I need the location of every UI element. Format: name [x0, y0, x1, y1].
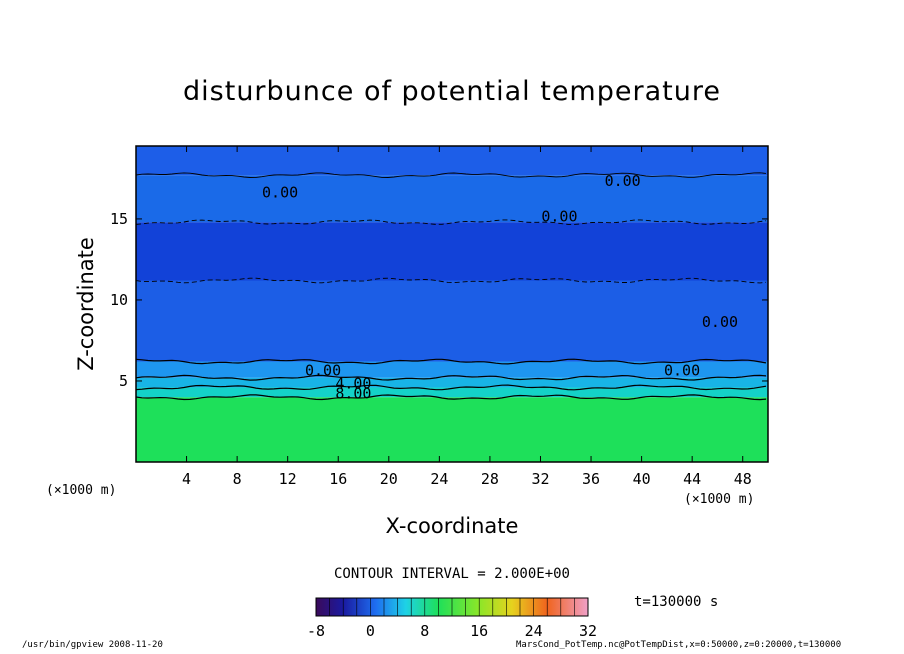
colorbar-tick-label: 24	[525, 622, 543, 640]
heatmap-layer	[136, 222, 768, 281]
x-unit-label-right: (×1000 m)	[684, 492, 755, 507]
contour-labels: 0.000.000.000.000.00 0.004.008.00	[262, 172, 738, 402]
footer-left-text: /usr/bin/gpview 2008-11-20	[22, 640, 163, 650]
x-tick-label: 32	[531, 470, 549, 488]
heatmap-layer	[136, 397, 768, 462]
contour-lines	[135, 172, 767, 401]
colorbar-tick-label: -8	[307, 622, 325, 640]
colorbar: -8 0 8 16 24 32	[307, 597, 597, 640]
x-tick-label: 16	[329, 470, 347, 488]
contour-label: 8.00	[335, 384, 371, 402]
contour-line	[135, 374, 767, 381]
y-tick-label: 10	[110, 291, 128, 309]
time-label: t=130000 s	[634, 594, 719, 610]
heatmap-layer	[136, 361, 768, 378]
contour-label: 0.00	[541, 208, 577, 226]
colorbar-tick-label: 8	[420, 622, 429, 640]
x-tick-label: 24	[430, 470, 448, 488]
x-unit-label-left: (×1000 m)	[46, 483, 117, 498]
colorbar-tick-label: 0	[366, 622, 375, 640]
x-tick-label: 48	[734, 470, 752, 488]
contour-label: 0.00	[664, 362, 700, 380]
contour-line	[135, 172, 767, 178]
plot-frame	[135, 145, 769, 463]
y-tick-label: 5	[119, 372, 128, 390]
heatmap-layer	[136, 387, 768, 398]
x-tick-label: 28	[481, 470, 499, 488]
x-axis-label: X-coordinate	[385, 514, 519, 538]
y-tick-label: 15	[110, 210, 128, 228]
x-ticks: 4 8 12 16 20 24 28 32 36 40 44 48	[182, 146, 752, 488]
contour-line	[135, 219, 767, 225]
contour-label: 0.00	[605, 172, 641, 190]
contour-label: 0.00	[262, 183, 298, 201]
heatmap-layer	[136, 175, 768, 223]
colorbar-tick-label: 32	[579, 622, 597, 640]
contour-label: 0.00	[702, 313, 738, 331]
x-tick-label: 20	[380, 470, 398, 488]
heatmap-layer	[136, 280, 768, 362]
chart-title: disturbunce of potential temperature	[183, 76, 721, 107]
contour-line	[135, 277, 767, 284]
contour-label: 4.00	[335, 375, 371, 393]
colorbar-ticks: -8 0 8 16 24 32	[307, 622, 597, 640]
x-tick-label: 44	[683, 470, 701, 488]
y-ticks: 5 10 15	[110, 210, 768, 390]
x-tick-label: 4	[182, 470, 191, 488]
footer-right-text: MarsCond_PotTemp.nc@PotTempDist,x=0:5000…	[516, 640, 842, 650]
colorbar-tick-label: 16	[470, 622, 488, 640]
contour-line	[135, 394, 767, 401]
contour-label: 0.00	[305, 362, 341, 380]
heatmap-layers	[136, 146, 768, 462]
x-tick-label: 36	[582, 470, 600, 488]
heatmap-layer	[136, 377, 768, 388]
contour-line	[135, 384, 767, 391]
heatmap-layer	[136, 146, 768, 176]
contour-line	[135, 358, 767, 365]
x-tick-label: 40	[633, 470, 651, 488]
x-tick-label: 8	[233, 470, 242, 488]
contour-interval-label: CONTOUR INTERVAL = 2.000E+00	[333, 566, 570, 582]
colorbar-bands	[329, 598, 575, 616]
x-tick-label: 12	[279, 470, 297, 488]
